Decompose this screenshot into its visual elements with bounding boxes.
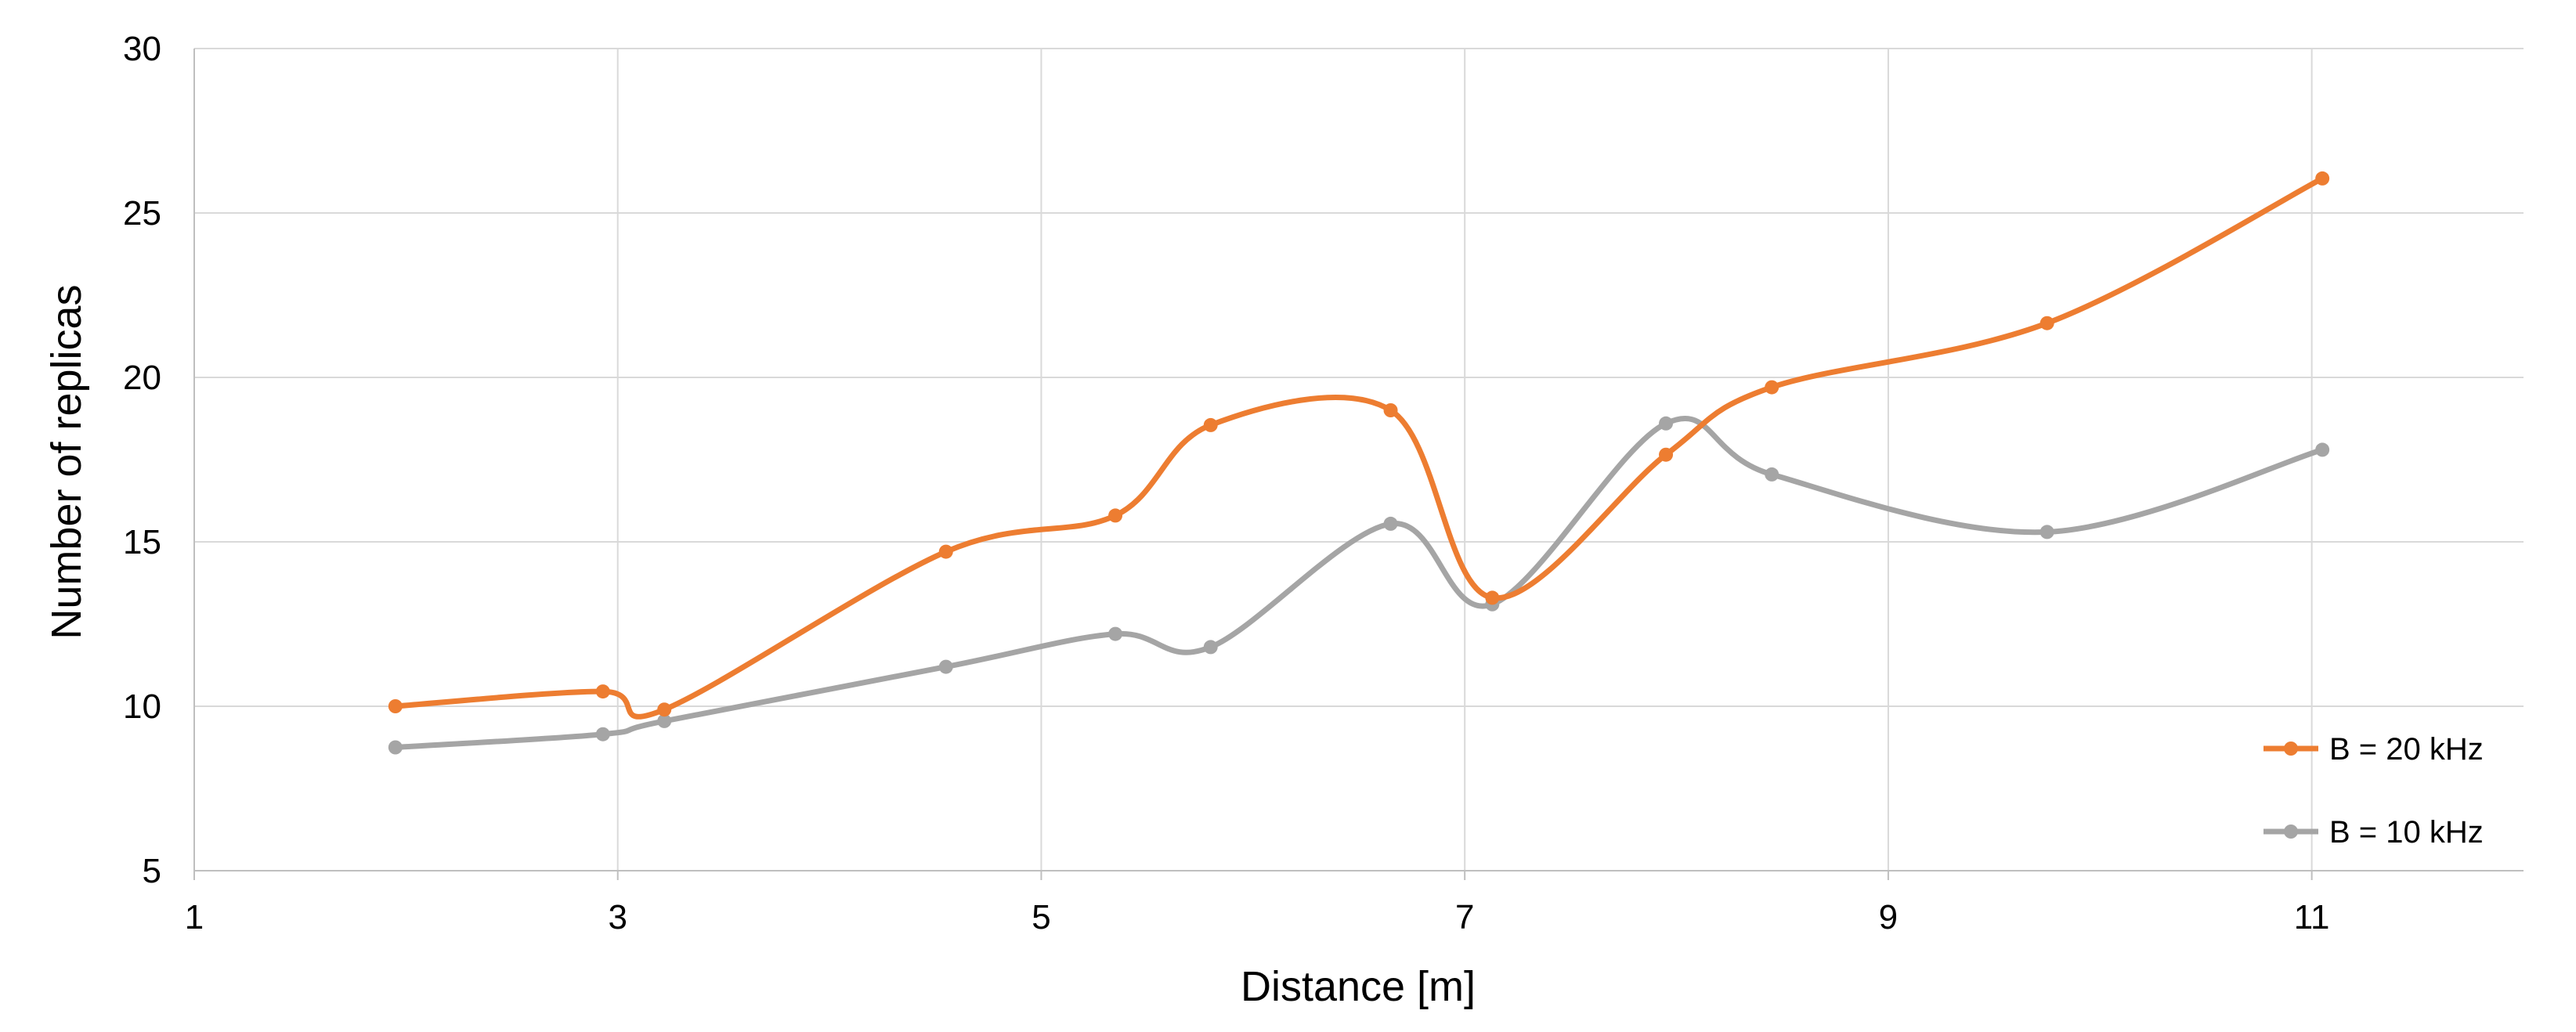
data-point	[938, 544, 953, 559]
data-point	[1108, 508, 1123, 523]
series-layer	[388, 171, 2330, 755]
data-point	[1108, 626, 1123, 641]
data-point	[2315, 171, 2330, 186]
data-point	[595, 727, 610, 742]
data-point	[388, 699, 403, 713]
data-point	[595, 684, 610, 699]
x-axis-title: Distance [m]	[1241, 963, 1476, 1010]
legend-swatch-marker	[2284, 742, 2298, 756]
data-point	[657, 702, 672, 717]
legend-label: B = 10 kHz	[2329, 815, 2484, 850]
grid-layer	[194, 48, 2524, 871]
data-point	[657, 713, 672, 728]
data-point	[388, 740, 403, 755]
series-line	[392, 175, 2325, 720]
x-tick-label: 9	[1879, 898, 1898, 936]
data-point	[2039, 316, 2054, 330]
y-tick-label: 20	[123, 359, 161, 397]
data-point	[1659, 416, 1674, 431]
x-tick-label: 3	[608, 898, 627, 936]
data-point	[1203, 417, 1218, 432]
data-point	[1383, 516, 1398, 531]
x-tick-label: 11	[2294, 898, 2330, 936]
data-point	[2315, 442, 2330, 457]
legend: B = 20 kHz B = 10 kHz	[2263, 732, 2484, 850]
series-b-20-khz	[388, 171, 2330, 720]
data-point	[938, 659, 953, 674]
y-tick-label: 5	[143, 852, 161, 890]
x-tick-label: 1	[185, 898, 204, 936]
x-tick-label: 5	[1031, 898, 1050, 936]
legend-item: B = 10 kHz	[2263, 815, 2484, 850]
data-point	[1765, 467, 1779, 482]
legend-label: B = 20 kHz	[2329, 732, 2484, 767]
y-tick-label: 25	[123, 194, 161, 233]
series-b-10-khz	[388, 416, 2330, 755]
y-axis-title: Number of replicas	[43, 284, 90, 639]
x-tick-label: 7	[1455, 898, 1474, 936]
data-point	[2039, 525, 2054, 539]
data-point	[1485, 590, 1500, 605]
y-tick-label: 10	[123, 687, 161, 726]
tick-label-layer: 5 10 15 20 25 30 1 3 5 7 9 11	[123, 30, 2329, 936]
legend-swatch-marker	[2284, 825, 2298, 839]
axis-layer	[193, 49, 2524, 880]
data-point	[1765, 380, 1779, 395]
data-point	[1203, 640, 1218, 655]
data-point	[1383, 403, 1398, 417]
legend-item: B = 20 kHz	[2263, 732, 2484, 767]
y-tick-label: 30	[123, 30, 161, 68]
data-point	[1659, 447, 1674, 462]
y-tick-label: 15	[123, 523, 161, 561]
